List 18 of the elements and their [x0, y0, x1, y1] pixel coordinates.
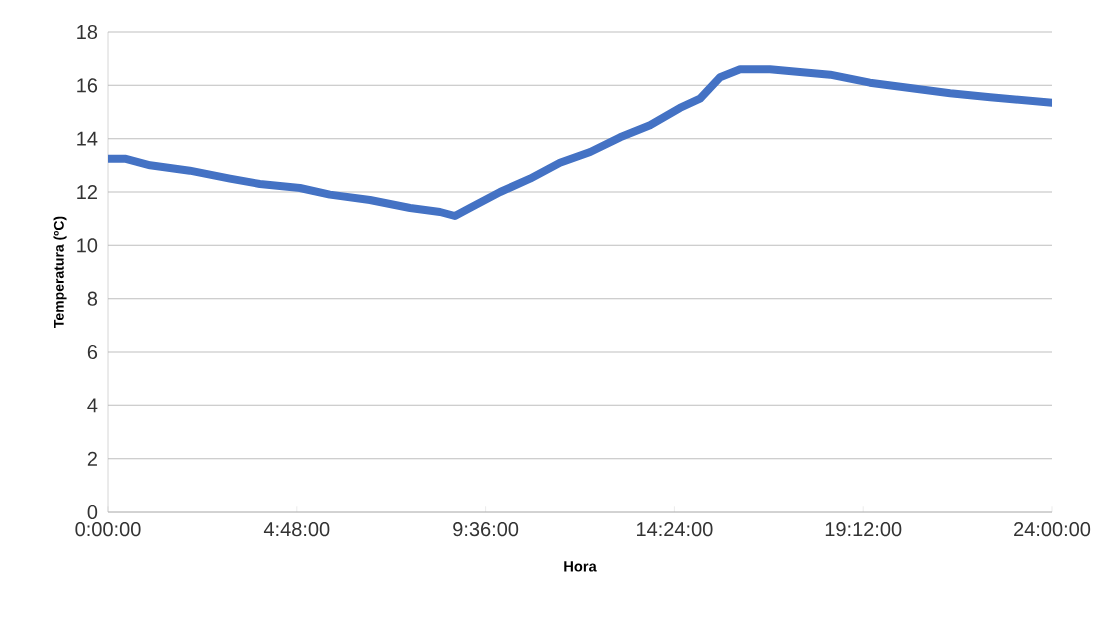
x-tick-label: 0:00:00 — [75, 522, 141, 537]
x-tick-label: 19:12:00 — [825, 522, 902, 537]
x-tick-label: 9:36:00 — [453, 522, 519, 537]
y-tick-label: 18 — [77, 24, 98, 40]
y-tick-label: 0 — [87, 504, 98, 520]
x-tick-label: 24:00:00 — [1014, 522, 1091, 537]
y-tick-label: 2 — [87, 451, 97, 466]
x-axis-title: Hora — [564, 561, 597, 572]
x-tick-label: 14:24:00 — [637, 522, 713, 537]
y-tick-label: 16 — [77, 78, 98, 93]
y-tick-label: 14 — [77, 131, 98, 146]
y-tick-label: 12 — [77, 185, 97, 199]
x-tick-label: 4:48:00 — [263, 522, 330, 537]
y-tick-label: 8 — [87, 291, 98, 306]
y-tick-label: 6 — [87, 344, 98, 360]
y-tick-label: 4 — [87, 398, 98, 413]
y-tick-label: 10 — [77, 238, 98, 253]
y-axis-title: Temperatura (ºC) — [53, 216, 67, 328]
